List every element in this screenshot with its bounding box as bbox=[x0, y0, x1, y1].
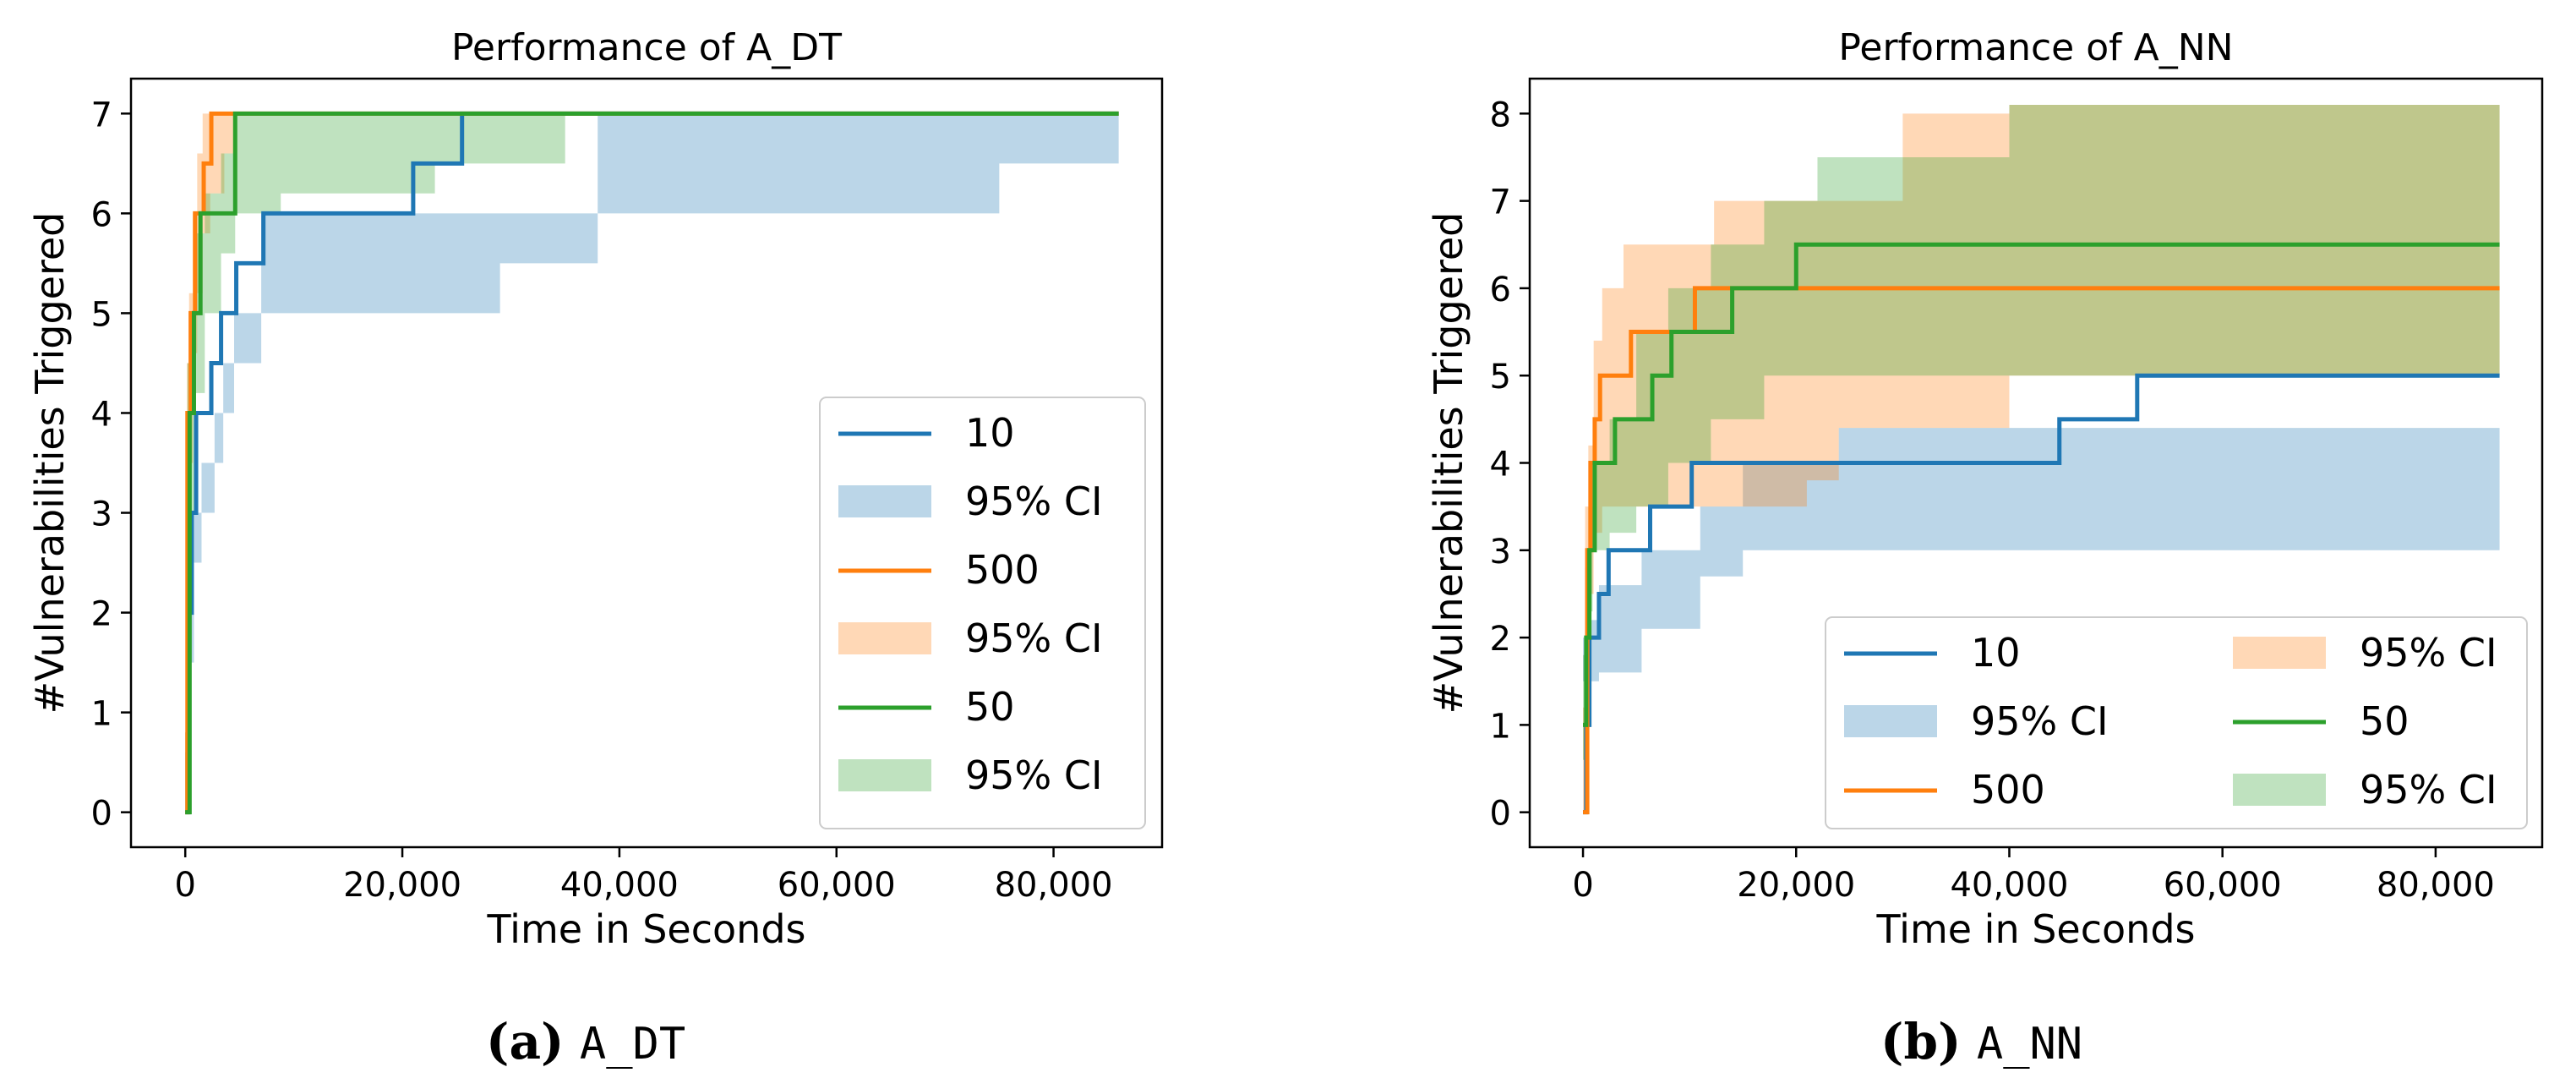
ci-band-500 bbox=[1583, 104, 2500, 813]
y-axis-label: #Vulnerabilities Triggered bbox=[27, 212, 73, 714]
legend-label: 95% CI bbox=[965, 479, 1103, 524]
y-tick-label: 5 bbox=[91, 295, 112, 334]
x-tick-label: 20,000 bbox=[1737, 866, 1855, 905]
chart-title: Performance of A_NN bbox=[1838, 26, 2233, 69]
legend-ci-patch bbox=[838, 485, 931, 517]
legend-ci-patch bbox=[1844, 705, 1937, 737]
ci-band-50 bbox=[185, 113, 565, 813]
x-tick-label: 60,000 bbox=[2164, 866, 2282, 905]
y-tick-label: 2 bbox=[1490, 620, 1511, 659]
x-tick-label: 80,000 bbox=[995, 866, 1113, 905]
y-tick-label: 4 bbox=[1490, 446, 1511, 484]
legend: 10 95% CI 500 95% CI 50 95% CI bbox=[1825, 616, 2528, 829]
legend-label: 95% CI bbox=[965, 616, 1103, 661]
x-tick-label: 80,000 bbox=[2377, 866, 2495, 905]
legend-label: 500 bbox=[965, 547, 1040, 593]
legend-ci-patch bbox=[838, 759, 931, 791]
legend-label: 500 bbox=[1971, 767, 2045, 813]
legend-ci-patch bbox=[2233, 774, 2326, 806]
y-tick-label: 7 bbox=[1490, 183, 1511, 222]
y-tick-label: 6 bbox=[1490, 271, 1511, 309]
legend-box bbox=[819, 397, 1146, 829]
caption-b-code: A_NN bbox=[1976, 1019, 2083, 1070]
legend-ci-patch bbox=[2233, 637, 2326, 669]
ci-band-10 bbox=[185, 113, 1119, 813]
x-tick-label: 40,000 bbox=[560, 866, 679, 905]
y-tick-label: 5 bbox=[1490, 358, 1511, 397]
y-tick-label: 3 bbox=[91, 495, 112, 534]
x-tick-label: 0 bbox=[1572, 866, 1593, 905]
y-tick-label: 1 bbox=[91, 695, 112, 734]
legend-label: 95% CI bbox=[2360, 767, 2497, 813]
legend-ci-patch bbox=[838, 622, 931, 654]
x-axis-label: Time in Seconds bbox=[486, 906, 805, 952]
legend-label: 95% CI bbox=[2360, 630, 2497, 676]
y-axis-label: #Vulnerabilities Triggered bbox=[1426, 212, 1471, 714]
legend-label: 50 bbox=[965, 684, 1015, 730]
legend-box bbox=[1825, 616, 2528, 829]
legend-label: 10 bbox=[1971, 630, 2021, 676]
legend-label: 95% CI bbox=[1971, 698, 2109, 744]
y-tick-label: 0 bbox=[1490, 795, 1511, 834]
chart-a-nn: 0 20,000 40,000 60,000 80,000 0 1 2 3 4 5 6 7 8 Perfor… bbox=[1426, 26, 2544, 952]
series-line-10 bbox=[185, 111, 1119, 815]
axes-frame bbox=[129, 77, 1164, 849]
caption-a-label: (a) bbox=[486, 1013, 565, 1070]
chart-title: Performance of A_DT bbox=[451, 26, 842, 69]
x-tick-label: 40,000 bbox=[1950, 866, 2068, 905]
series-line-500 bbox=[185, 111, 1119, 815]
caption-b: (b) A_NN bbox=[1880, 1013, 2082, 1070]
y-tick-label: 1 bbox=[1490, 707, 1511, 746]
y-tick-label: 0 bbox=[91, 795, 112, 834]
caption-a: (a) A_DT bbox=[486, 1013, 685, 1070]
ci-band-50 bbox=[1583, 104, 2500, 760]
y-tick-label: 7 bbox=[91, 96, 112, 134]
x-tick-label: 20,000 bbox=[343, 866, 461, 905]
legend-label: 10 bbox=[965, 410, 1015, 456]
legend-label: 50 bbox=[2360, 698, 2410, 744]
y-tick-label: 2 bbox=[91, 595, 112, 634]
y-tick-label: 3 bbox=[1490, 533, 1511, 572]
series-line-50 bbox=[185, 111, 1119, 815]
legend-label: 95% CI bbox=[965, 752, 1103, 798]
y-tick-label: 6 bbox=[91, 195, 112, 234]
x-tick-label: 0 bbox=[174, 866, 195, 905]
series-line-50 bbox=[1583, 242, 2500, 727]
x-axis-label: Time in Seconds bbox=[1875, 906, 2195, 952]
y-tick-label: 8 bbox=[1490, 96, 1511, 134]
chart-a-dt: 0 20,000 40,000 60,000 80,000 0 1 2 3 4 5 6 7 Perform… bbox=[27, 26, 1164, 952]
ci-band-500 bbox=[185, 113, 236, 813]
y-tick-label: 4 bbox=[91, 395, 112, 434]
x-tick-label: 60,000 bbox=[778, 866, 896, 905]
legend: 10 95% CI 500 95% CI 50 95% CI bbox=[819, 397, 1146, 829]
caption-b-label: (b) bbox=[1880, 1013, 1962, 1070]
ci-band-10 bbox=[1583, 428, 2500, 681]
caption-a-code: A_DT bbox=[579, 1019, 686, 1070]
